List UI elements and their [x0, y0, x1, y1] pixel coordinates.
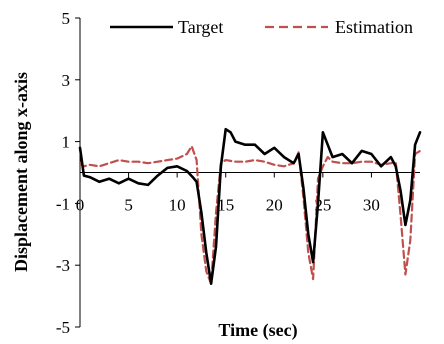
y-tick-label: 3: [62, 71, 71, 90]
x-tick-label: 30: [363, 196, 380, 215]
series-layer: [78, 127, 422, 286]
x-tick-label: 20: [266, 196, 283, 215]
x-tick-label: 15: [217, 196, 234, 215]
y-axis: 5 3 1 -1 -3 -5: [56, 9, 81, 337]
series-line-estimation: [78, 145, 422, 285]
x-axis-title: Time (sec): [218, 320, 297, 341]
x-tick-label: 0: [76, 196, 85, 215]
y-tick-label: 1: [62, 133, 71, 152]
legend-label-estimation: Estimation: [335, 17, 413, 37]
legend: Target Estimation: [110, 17, 413, 37]
y-tick-label: 5: [62, 9, 71, 28]
y-tick-label: -3: [56, 256, 70, 275]
legend-label-target: Target: [178, 17, 223, 37]
x-tick-label: 10: [169, 196, 186, 215]
y-axis-title: Displacement along x-axis: [11, 72, 31, 272]
series-line-target: [78, 127, 422, 286]
y-tick-label: -1: [56, 194, 70, 213]
x-tick-label: 5: [124, 196, 133, 215]
y-tick-label: -5: [56, 318, 70, 337]
